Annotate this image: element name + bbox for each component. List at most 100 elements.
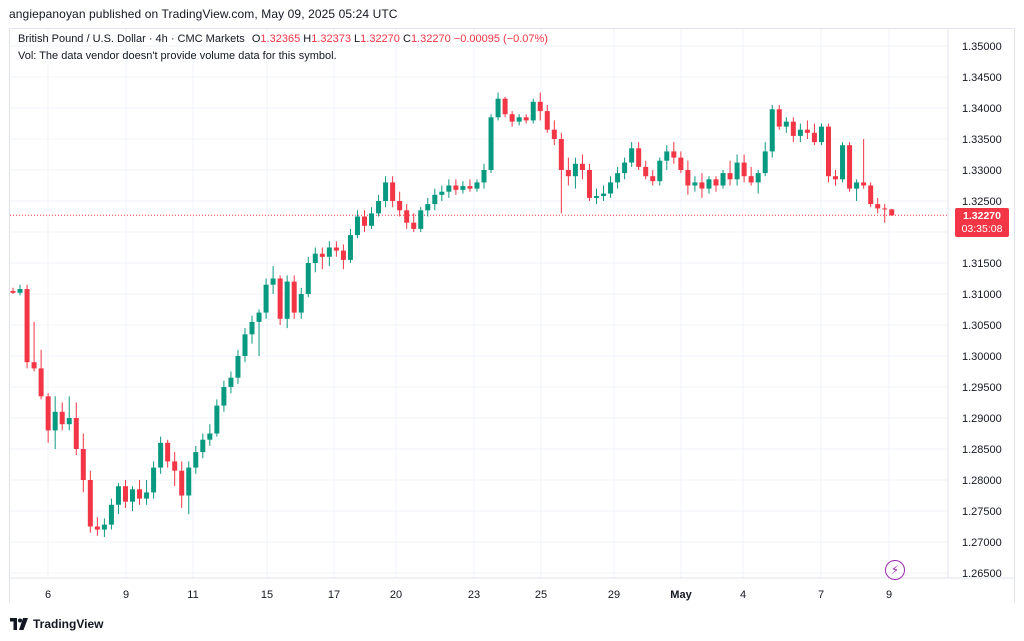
candle [854, 179, 860, 201]
candle [811, 123, 817, 146]
candle [516, 114, 522, 126]
candle [277, 275, 283, 325]
symbol-description[interactable]: British Pound / U.S. Dollar · 4h · CMC M… [18, 33, 245, 45]
candle-body [354, 216, 360, 236]
candle [326, 241, 332, 267]
candle-body [783, 121, 789, 127]
candle-body [664, 151, 670, 161]
candle-body [404, 210, 410, 223]
candle [734, 154, 740, 186]
candle [699, 173, 705, 198]
candle-body [151, 467, 157, 493]
candle [537, 92, 543, 121]
candle [17, 284, 23, 296]
candle-body [347, 235, 353, 260]
candle [425, 197, 431, 217]
candle [840, 142, 846, 183]
candle-body [284, 281, 290, 319]
candle-body [80, 449, 86, 480]
candle [270, 266, 276, 294]
high-value: 1.32373 [311, 33, 351, 45]
candle [228, 371, 234, 394]
candle-body [797, 129, 803, 136]
candle-body [277, 278, 283, 319]
candle-body [544, 111, 550, 130]
candle [509, 111, 515, 127]
candle-body [593, 196, 599, 198]
candle [847, 142, 853, 192]
candle [319, 247, 325, 270]
candle-body [474, 182, 480, 189]
time-tick-label: May [670, 589, 692, 601]
bar-countdown: 03:35:08 [961, 223, 1003, 235]
candle-body [509, 114, 515, 122]
close-value: 1.32270 [410, 33, 451, 45]
candle [354, 210, 360, 239]
candle-body [741, 162, 747, 177]
open-label: O [251, 33, 261, 45]
candle [727, 160, 733, 186]
candle [685, 160, 691, 195]
candle-body [565, 170, 571, 177]
candle [453, 179, 459, 195]
candle-body [671, 151, 677, 158]
candle-body [657, 160, 663, 182]
candle-body [214, 405, 220, 434]
candle-body [825, 126, 831, 177]
candle [664, 145, 670, 170]
candle [200, 433, 206, 459]
candle-body [432, 194, 438, 205]
candle-body [854, 182, 860, 189]
candle [825, 123, 831, 183]
tradingview-logo-icon [10, 618, 28, 630]
candle-body [31, 362, 37, 369]
low-value: 1.32270 [360, 33, 400, 45]
candle [474, 179, 480, 192]
candle [38, 349, 44, 400]
candle-body [734, 162, 740, 180]
price-tick-label: 1.27500 [962, 506, 1002, 518]
candle-body [811, 132, 817, 143]
candle-body [333, 247, 339, 251]
candle [333, 241, 339, 257]
candle-body [572, 163, 578, 177]
candle [87, 470, 93, 533]
low-label: L [354, 33, 361, 45]
candle-body [840, 145, 846, 180]
candle [579, 154, 585, 180]
ohlc-legend: British Pound / U.S. Dollar · 4h · CMC M… [18, 33, 548, 45]
candlestick-chart[interactable]: 1.35000 1.34500 1.34000 1.33500 1.33000 1.325… [0, 0, 1024, 606]
candle-body [530, 101, 536, 121]
candle [73, 402, 79, 456]
lightning-bolt-icon[interactable]: ⚡ [885, 560, 905, 580]
price-tick-label: 1.33000 [962, 165, 1002, 177]
price-tick-label: 1.28000 [962, 475, 1002, 487]
candles-layer [10, 92, 895, 538]
candle [186, 461, 192, 515]
candle-body [137, 489, 143, 499]
candle [882, 204, 888, 223]
candle [572, 157, 578, 189]
volume-legend: Vol: The data vendor doesn't provide vol… [18, 50, 337, 62]
candle [418, 207, 424, 232]
candle-body [411, 222, 417, 229]
candle [460, 181, 466, 194]
candle-body [537, 101, 543, 112]
candle-body [769, 109, 775, 152]
price-tick-label: 1.34000 [962, 103, 1002, 115]
time-axis: 6 9 11 15 17 20 23 25 29 May 4 7 9 [10, 577, 1015, 601]
time-tick-label: 17 [328, 589, 340, 601]
candle-body [762, 151, 768, 174]
tradingview-logo[interactable]: TradingView [10, 617, 103, 631]
candle-body [551, 129, 557, 139]
candle [889, 208, 895, 216]
candle [362, 210, 367, 232]
candle [214, 399, 220, 437]
candle [713, 176, 719, 192]
candle-body [59, 411, 65, 425]
candle-body [291, 281, 297, 313]
candle-body [390, 182, 396, 201]
price-axis: 1.35000 1.34500 1.34000 1.33500 1.33000 1.325… [947, 29, 1002, 580]
candle-body [108, 504, 114, 525]
candle [706, 176, 712, 194]
